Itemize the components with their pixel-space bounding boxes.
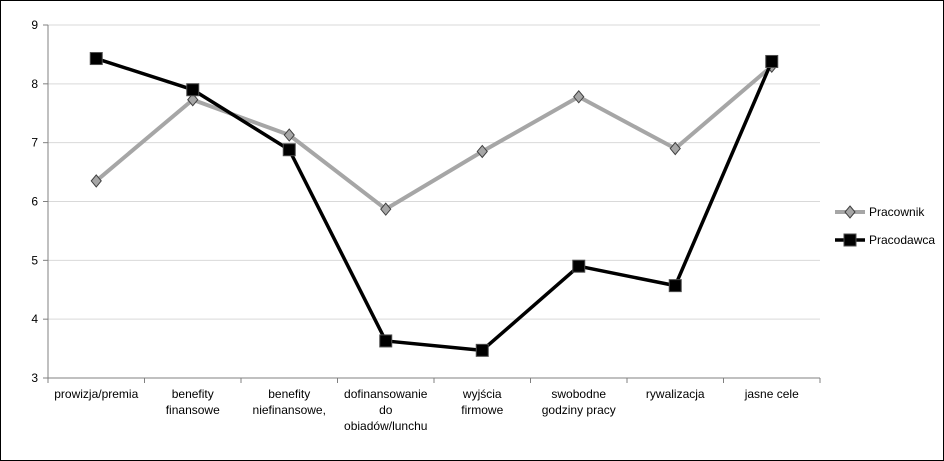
data-point (89, 52, 103, 66)
series-pracownik (90, 59, 778, 216)
y-tick-label: 9 (31, 18, 38, 32)
x-tick-label: benefity finansowe (166, 387, 220, 417)
data-point (669, 141, 681, 156)
y-tick-label: 3 (31, 371, 38, 385)
x-tick-label: rywalizacja (646, 387, 705, 401)
legend-marker (843, 233, 857, 247)
y-tick-labels: 3 4 5 6 7 8 9 (31, 18, 38, 385)
series-pracodawca (89, 52, 779, 357)
data-point (90, 174, 102, 188)
data-point (765, 54, 779, 68)
y-tick-label: 4 (31, 312, 38, 326)
data-point (475, 343, 489, 357)
data-point (668, 279, 682, 293)
series-line (94, 64, 774, 212)
legend-label: Pracownik (869, 205, 925, 219)
x-tick-label: dofinansowanie do obiadów/lunchu (344, 387, 428, 433)
data-point (476, 144, 488, 159)
axes (43, 24, 821, 383)
data-point (186, 83, 200, 97)
x-tick-label: swobodne godziny pracy (542, 387, 616, 417)
data-point (379, 334, 393, 348)
legend-item-pracownik: Pracownik (835, 205, 925, 219)
data-point (283, 128, 295, 142)
gridlines (48, 24, 820, 320)
y-tick-label: 6 (31, 195, 38, 209)
y-tick-label: 7 (31, 136, 38, 150)
x-tick-label: benefity niefinansowe, (253, 387, 326, 417)
x-tick-label: jasne cele (744, 387, 799, 401)
data-point (380, 202, 392, 216)
series (89, 52, 779, 357)
y-tick-label: 8 (31, 77, 38, 91)
legend-marker (844, 205, 856, 219)
data-point (573, 89, 585, 104)
data-point (187, 92, 199, 107)
legend-item-pracodawca: Pracodawca (835, 233, 935, 247)
x-tick-label: wyjścia firmowe (461, 387, 503, 417)
legend-label: Pracodawca (869, 233, 935, 247)
x-tick-labels: prowizja/premia benefity finansowe benefity… (54, 387, 799, 433)
legend: Pracownik Pracodawca (835, 205, 935, 247)
series-line (95, 56, 774, 353)
data-point (282, 143, 296, 157)
y-tick-label: 5 (31, 253, 38, 267)
data-point (572, 259, 586, 273)
x-tick-label: prowizja/premia (54, 387, 138, 401)
